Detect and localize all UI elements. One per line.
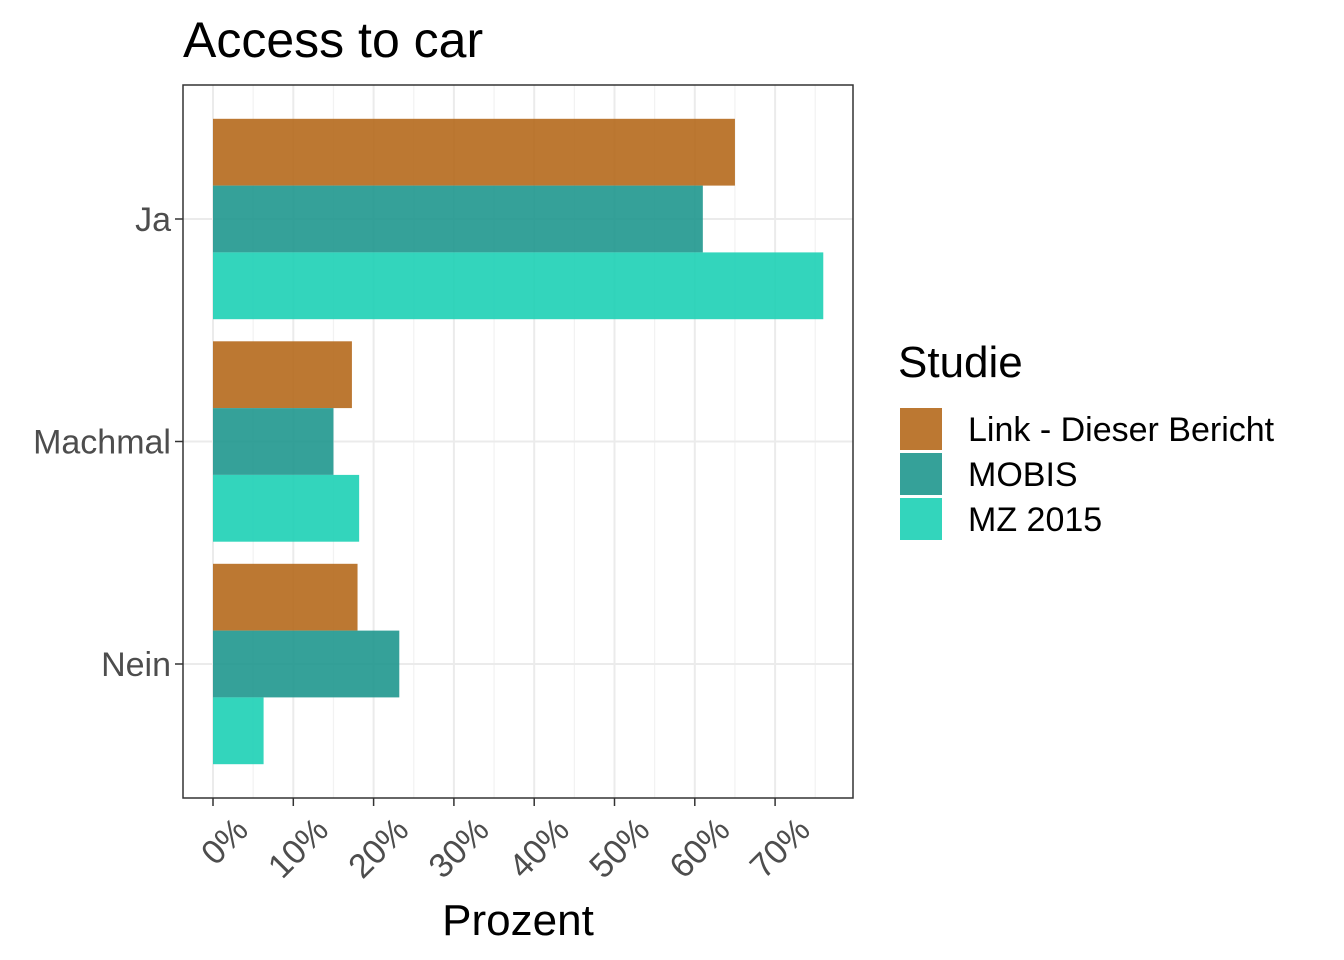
bar-nein-series-2 (213, 630, 400, 698)
bar-ja-series-2 (213, 185, 703, 253)
x-tick-label: 0% (194, 811, 256, 873)
y-tick-label: Machmal (33, 424, 171, 462)
legend-swatch (900, 408, 942, 450)
x-tick-label: 70% (743, 811, 818, 886)
x-axis-title: Prozent (442, 896, 594, 945)
x-axis: 0% 10% 20% 30% 40% 50% 60% 70% (194, 798, 818, 886)
x-tick-label: 60% (662, 811, 737, 886)
legend-label: MOBIS (968, 456, 1078, 494)
legend-items: Link - Dieser Bericht MOBIS MZ 2015 (900, 408, 1275, 540)
x-tick-label: 10% (261, 811, 336, 886)
bar-machmal-series-1 (213, 341, 352, 409)
bar-ja-series-1 (213, 118, 735, 186)
x-tick-label: 40% (502, 811, 577, 886)
bar-machmal-series-3 (213, 474, 360, 542)
bar-nein-series-1 (213, 563, 358, 631)
legend-label: MZ 2015 (968, 501, 1102, 539)
chart-title: Access to car (183, 12, 483, 68)
y-tick-label: Ja (135, 201, 171, 239)
legend-label: Link - Dieser Bericht (968, 411, 1275, 449)
x-tick-label: 50% (582, 811, 657, 886)
legend: Studie Link - Dieser Bericht MOBIS MZ 2015 (898, 338, 1275, 540)
bar-machmal-series-2 (213, 408, 334, 475)
legend-swatch (900, 498, 942, 540)
x-tick-label: 30% (422, 811, 497, 886)
bars (213, 118, 824, 765)
bar-ja-series-3 (213, 252, 824, 320)
y-tick-label: Nein (101, 646, 171, 684)
legend-swatch (900, 453, 942, 495)
y-axis: Ja Machmal Nein (33, 201, 183, 684)
x-tick-label: 20% (341, 811, 416, 886)
legend-title: Studie (898, 338, 1023, 387)
bar-nein-series-3 (213, 697, 264, 765)
